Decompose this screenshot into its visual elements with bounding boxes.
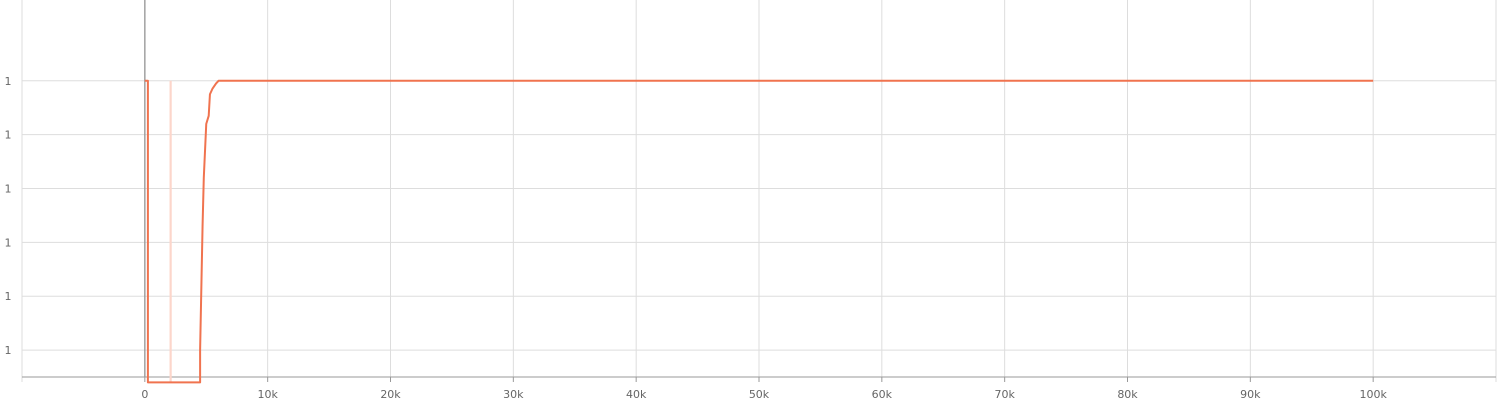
x-tick-label: 40k [626,388,647,400]
y-tick-label: 1 [5,344,12,357]
x-tick-label: 50k [749,388,770,400]
x-tick-label: 70k [994,388,1015,400]
y-tick-label: 1 [5,290,12,303]
y-tick-label: 1 [5,75,12,88]
y-tick-label: 1 [5,129,12,142]
x-tick-label: 90k [1240,388,1261,400]
series-layer [144,79,1374,384]
axis-layer [22,0,1496,382]
x-tick-label: 80k [1117,388,1138,400]
x-tick-label: 0 [141,388,148,400]
y-tick-label: 1 [5,236,12,249]
y-tick-label: 1 [5,183,12,196]
series-line-main [144,79,1374,384]
grid-layer [21,0,1497,382]
x-tick-label: 60k [872,388,893,400]
x-tick-label: 30k [503,388,524,400]
x-tick-label: 20k [380,388,401,400]
x-tick-label: 100k [1359,388,1387,400]
x-tick-label: 10k [257,388,278,400]
tick-label-layer: 0 10k 20k 30k 40k 50k 60k 70k 80k 90k 100k 1 1 1 1 1 1 [5,75,1388,400]
